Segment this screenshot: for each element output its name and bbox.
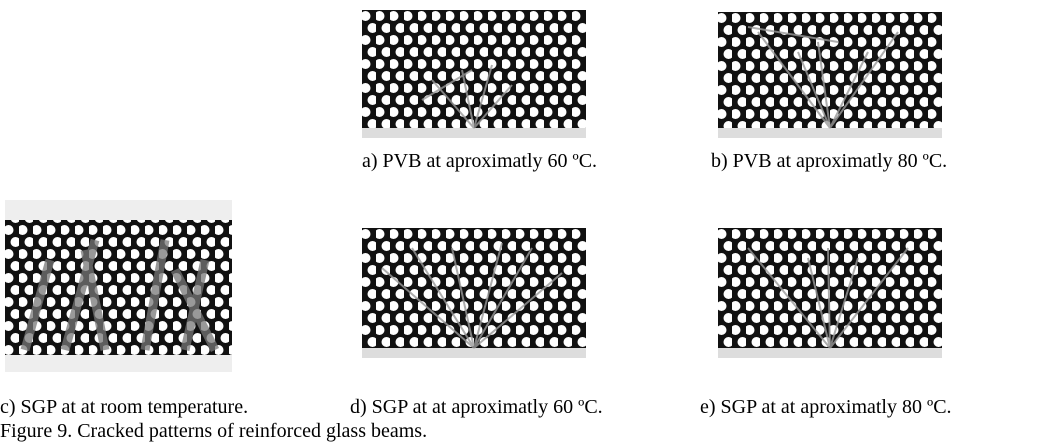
photo-c [5,200,232,372]
photo-b [718,12,942,138]
caption: a) PVB at aproximatly 60 ºC. [362,150,598,172]
photo-a [362,10,586,138]
caption: e) SGP at at aproximatly 80 ºC. [700,396,952,418]
photo-e [718,228,942,358]
photo-d [362,228,586,358]
figure-caption: Figure 9. Cracked patterns of reinforced… [0,420,428,442]
caption: c) SGP at at room temperature. [0,396,249,418]
caption: d) SGP at at aproximatly 60 ºC. [350,396,603,418]
caption: b) PVB at aproximatly 80 ºC. [711,150,948,172]
